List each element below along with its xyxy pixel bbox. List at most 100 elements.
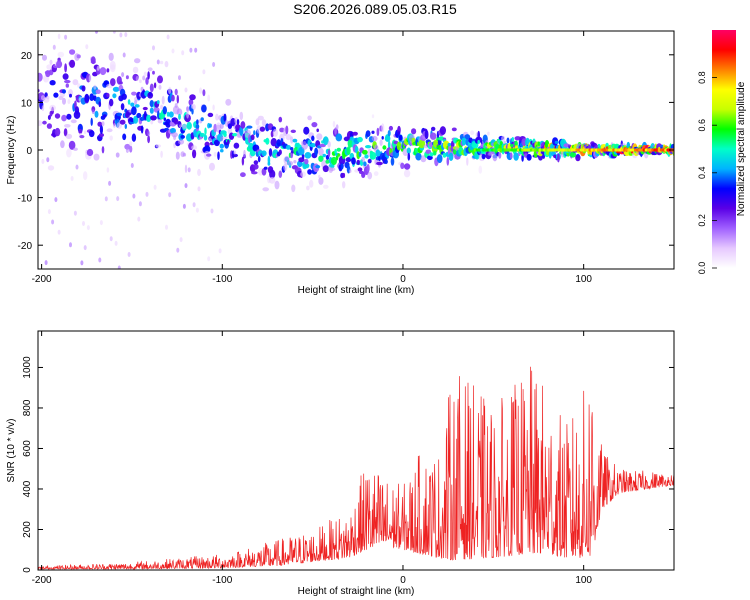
spectral-cell (114, 240, 118, 246)
spectral-cell (174, 88, 178, 96)
spectral-cell (168, 86, 172, 94)
spectral-cell (265, 137, 270, 145)
spectral-cell (124, 32, 128, 38)
spectral-cell (176, 247, 180, 253)
spectral-cell (241, 156, 245, 166)
spectral-cell (342, 181, 346, 189)
spectral-cell (192, 202, 196, 208)
y-tick-label: 400 (22, 480, 33, 497)
spectral-cell (285, 125, 289, 135)
spectral-cell (61, 114, 67, 122)
spectral-cell (184, 87, 188, 93)
spectral-cell (41, 159, 45, 164)
spectral-cell (113, 123, 116, 128)
spectral-cell (208, 123, 212, 128)
spectral-cell (98, 101, 102, 108)
spectral-cell (304, 158, 309, 165)
colorbar-tick-label: 0.0 (697, 262, 707, 275)
spectral-cell (387, 130, 391, 137)
spectral-cell (425, 149, 432, 154)
spectral-cell (527, 154, 531, 160)
spectral-cell (42, 54, 47, 61)
spectral-cell (342, 172, 346, 178)
snr-line (38, 366, 674, 570)
spectral-cell (83, 171, 88, 181)
spectral-cell (246, 125, 253, 129)
spectral-cell (481, 153, 486, 160)
spectral-cell (557, 153, 560, 163)
spectral-cell (178, 75, 181, 81)
spectral-cell (121, 72, 125, 78)
spectral-cell (130, 102, 135, 107)
spectral-cell (189, 94, 196, 101)
spectral-cell (95, 31, 98, 34)
spectral-cell (117, 265, 121, 269)
spectral-cell (156, 59, 160, 65)
spectral-cell (381, 136, 384, 140)
spectral-cell (398, 134, 403, 141)
spectral-cell (335, 133, 343, 142)
spectral-cell (54, 197, 58, 203)
spectral-cell (575, 154, 581, 162)
spectral-cell (261, 119, 267, 127)
spectral-cell (84, 93, 90, 103)
spectral-cell (46, 123, 53, 129)
spectral-cell (72, 147, 78, 151)
spectral-cell (316, 133, 323, 141)
spectral-cell (311, 135, 315, 142)
spectral-cell (121, 93, 127, 100)
x-tick-label: -200 (32, 575, 52, 586)
spectral-cell (66, 113, 72, 120)
spectral-cell (397, 131, 401, 136)
spectral-cell (101, 146, 105, 154)
colorbar-tick-label: 0.2 (697, 214, 707, 227)
spectral-cell (149, 100, 154, 108)
x-tick-label: 100 (575, 575, 592, 586)
spectral-cell (142, 75, 146, 81)
spectral-cell (157, 75, 163, 84)
spectral-cell (257, 155, 261, 163)
spectral-cell (303, 126, 310, 135)
spectral-cell (351, 157, 356, 165)
spectral-cell (206, 153, 212, 157)
spectral-cell (195, 207, 199, 213)
spectral-cell (269, 176, 276, 184)
spectral-cell (361, 172, 366, 178)
spectral-cell (93, 84, 97, 90)
spectral-cell (199, 132, 205, 137)
spectral-cell (49, 80, 56, 86)
spectral-cell (44, 260, 48, 266)
spectral-cell (232, 133, 238, 137)
spectral-cell (438, 136, 445, 141)
spectral-cell (470, 130, 475, 135)
spectral-cell (46, 157, 50, 163)
spectral-cell (323, 184, 329, 189)
spectral-cell (140, 125, 144, 134)
spectral-cell (318, 174, 321, 179)
spectral-cell (346, 146, 351, 155)
spectral-cell (162, 106, 167, 115)
spectral-cell (54, 127, 61, 137)
spectral-cell (207, 94, 211, 102)
spectral-cell (327, 149, 331, 158)
spectral-cell (375, 149, 381, 158)
spectral-cell (309, 179, 314, 188)
spectral-cell (84, 130, 87, 134)
spectral-cell (223, 113, 227, 122)
spectral-cell (223, 132, 227, 137)
spectral-cell (110, 78, 116, 87)
spectral-cell (65, 83, 70, 88)
spectral-cell (335, 124, 339, 130)
spectral-cell (149, 107, 154, 114)
spectral-cell (365, 145, 372, 149)
spectral-cell (477, 130, 481, 140)
spectral-cell (447, 142, 452, 147)
spectral-cell (278, 149, 282, 155)
spectral-cell (159, 60, 164, 65)
spectral-cell (81, 85, 86, 92)
spectral-cell (403, 169, 411, 178)
spectral-cell (462, 137, 466, 143)
spectral-cell (161, 95, 165, 105)
spectral-cell (116, 112, 123, 117)
